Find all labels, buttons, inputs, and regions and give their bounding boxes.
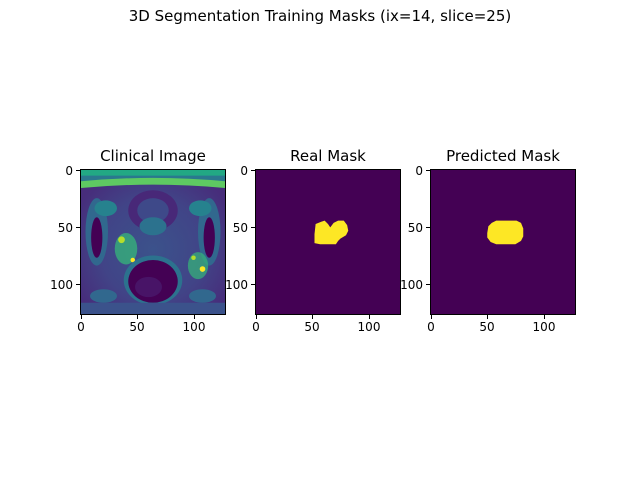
xtick-mark bbox=[312, 315, 313, 319]
ytick-label: 50 bbox=[232, 221, 248, 235]
axes-predicted-mask bbox=[430, 169, 576, 315]
ytick-label: 0 bbox=[415, 164, 423, 178]
xtick-label: 0 bbox=[77, 320, 85, 334]
xtick-label: 100 bbox=[532, 320, 556, 334]
xtick-label: 0 bbox=[427, 320, 435, 334]
ytick-label: 100 bbox=[50, 278, 73, 292]
panel-title-clinical-image: Clinical Image bbox=[100, 147, 206, 165]
figure-suptitle: 3D Segmentation Training Masks (ix=14, s… bbox=[128, 7, 512, 25]
ytick-label: 0 bbox=[240, 164, 248, 178]
xtick-mark bbox=[369, 315, 370, 319]
ytick-label: 0 bbox=[65, 164, 73, 178]
ytick-mark bbox=[426, 284, 430, 285]
xtick-mark bbox=[137, 315, 138, 319]
xtick-label: 50 bbox=[304, 320, 320, 334]
ytick-label: 50 bbox=[57, 221, 73, 235]
predicted-mask-image bbox=[431, 170, 575, 314]
ytick-mark bbox=[426, 170, 430, 171]
real-mask-image bbox=[256, 170, 400, 314]
xtick-mark bbox=[194, 315, 195, 319]
xtick-mark bbox=[81, 315, 82, 319]
ytick-label: 50 bbox=[407, 221, 423, 235]
clinical-image bbox=[81, 170, 225, 314]
axes-real-mask bbox=[255, 169, 401, 315]
xtick-mark bbox=[544, 315, 545, 319]
panel-title-predicted-mask: Predicted Mask bbox=[446, 147, 560, 165]
xtick-label: 100 bbox=[182, 320, 206, 334]
ytick-mark bbox=[251, 170, 255, 171]
ytick-mark bbox=[76, 170, 80, 171]
xtick-label: 0 bbox=[252, 320, 260, 334]
ytick-mark bbox=[76, 284, 80, 285]
xtick-mark bbox=[487, 315, 488, 319]
ytick-label: 100 bbox=[225, 278, 248, 292]
xtick-label: 50 bbox=[129, 320, 145, 334]
xtick-label: 100 bbox=[357, 320, 381, 334]
real-mask-blob bbox=[314, 220, 349, 245]
xtick-label: 50 bbox=[479, 320, 495, 334]
ytick-label: 100 bbox=[400, 278, 423, 292]
predicted-mask-blob bbox=[487, 220, 524, 245]
xtick-mark bbox=[431, 315, 432, 319]
ytick-mark bbox=[251, 284, 255, 285]
xtick-mark bbox=[256, 315, 257, 319]
ytick-mark bbox=[76, 227, 80, 228]
ytick-mark bbox=[251, 227, 255, 228]
axes-clinical-image bbox=[80, 169, 226, 315]
panel-title-real-mask: Real Mask bbox=[290, 147, 366, 165]
ytick-mark bbox=[426, 227, 430, 228]
